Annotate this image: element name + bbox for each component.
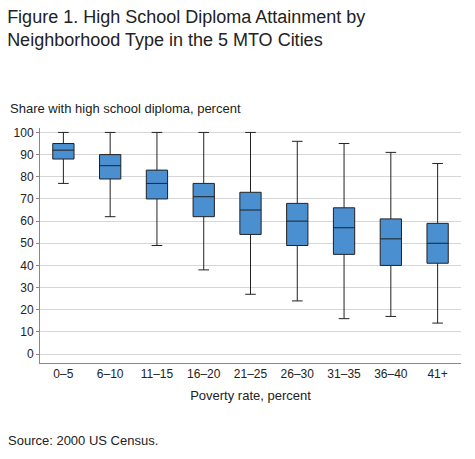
svg-text:Source: 2000 US Census.: Source: 2000 US Census. (8, 433, 158, 448)
svg-text:50: 50 (20, 236, 34, 250)
svg-text:36–40: 36–40 (374, 367, 408, 381)
svg-text:10: 10 (20, 325, 34, 339)
svg-text:80: 80 (20, 170, 34, 184)
svg-text:90: 90 (20, 148, 34, 162)
svg-text:6–10: 6–10 (97, 367, 124, 381)
svg-text:11–15: 11–15 (141, 367, 174, 381)
svg-text:26–30: 26–30 (281, 367, 315, 381)
svg-text:40: 40 (20, 259, 34, 273)
svg-text:70: 70 (20, 192, 34, 206)
svg-text:21–25: 21–25 (234, 367, 268, 381)
svg-text:30: 30 (20, 281, 34, 295)
svg-text:31–35: 31–35 (327, 367, 361, 381)
svg-text:41+: 41+ (427, 367, 447, 381)
svg-text:Share with high school diploma: Share with high school diploma, percent (10, 101, 241, 116)
svg-text:100: 100 (14, 126, 34, 140)
svg-text:20: 20 (20, 303, 34, 317)
svg-text:Figure 1. High School Diploma: Figure 1. High School Diploma Attainment… (7, 7, 365, 50)
svg-text:60: 60 (20, 214, 34, 228)
svg-text:0–5: 0–5 (53, 367, 73, 381)
svg-text:Poverty rate, percent: Poverty rate, percent (190, 388, 311, 403)
svg-text:16–20: 16–20 (187, 367, 221, 381)
svg-text:0: 0 (27, 347, 34, 361)
